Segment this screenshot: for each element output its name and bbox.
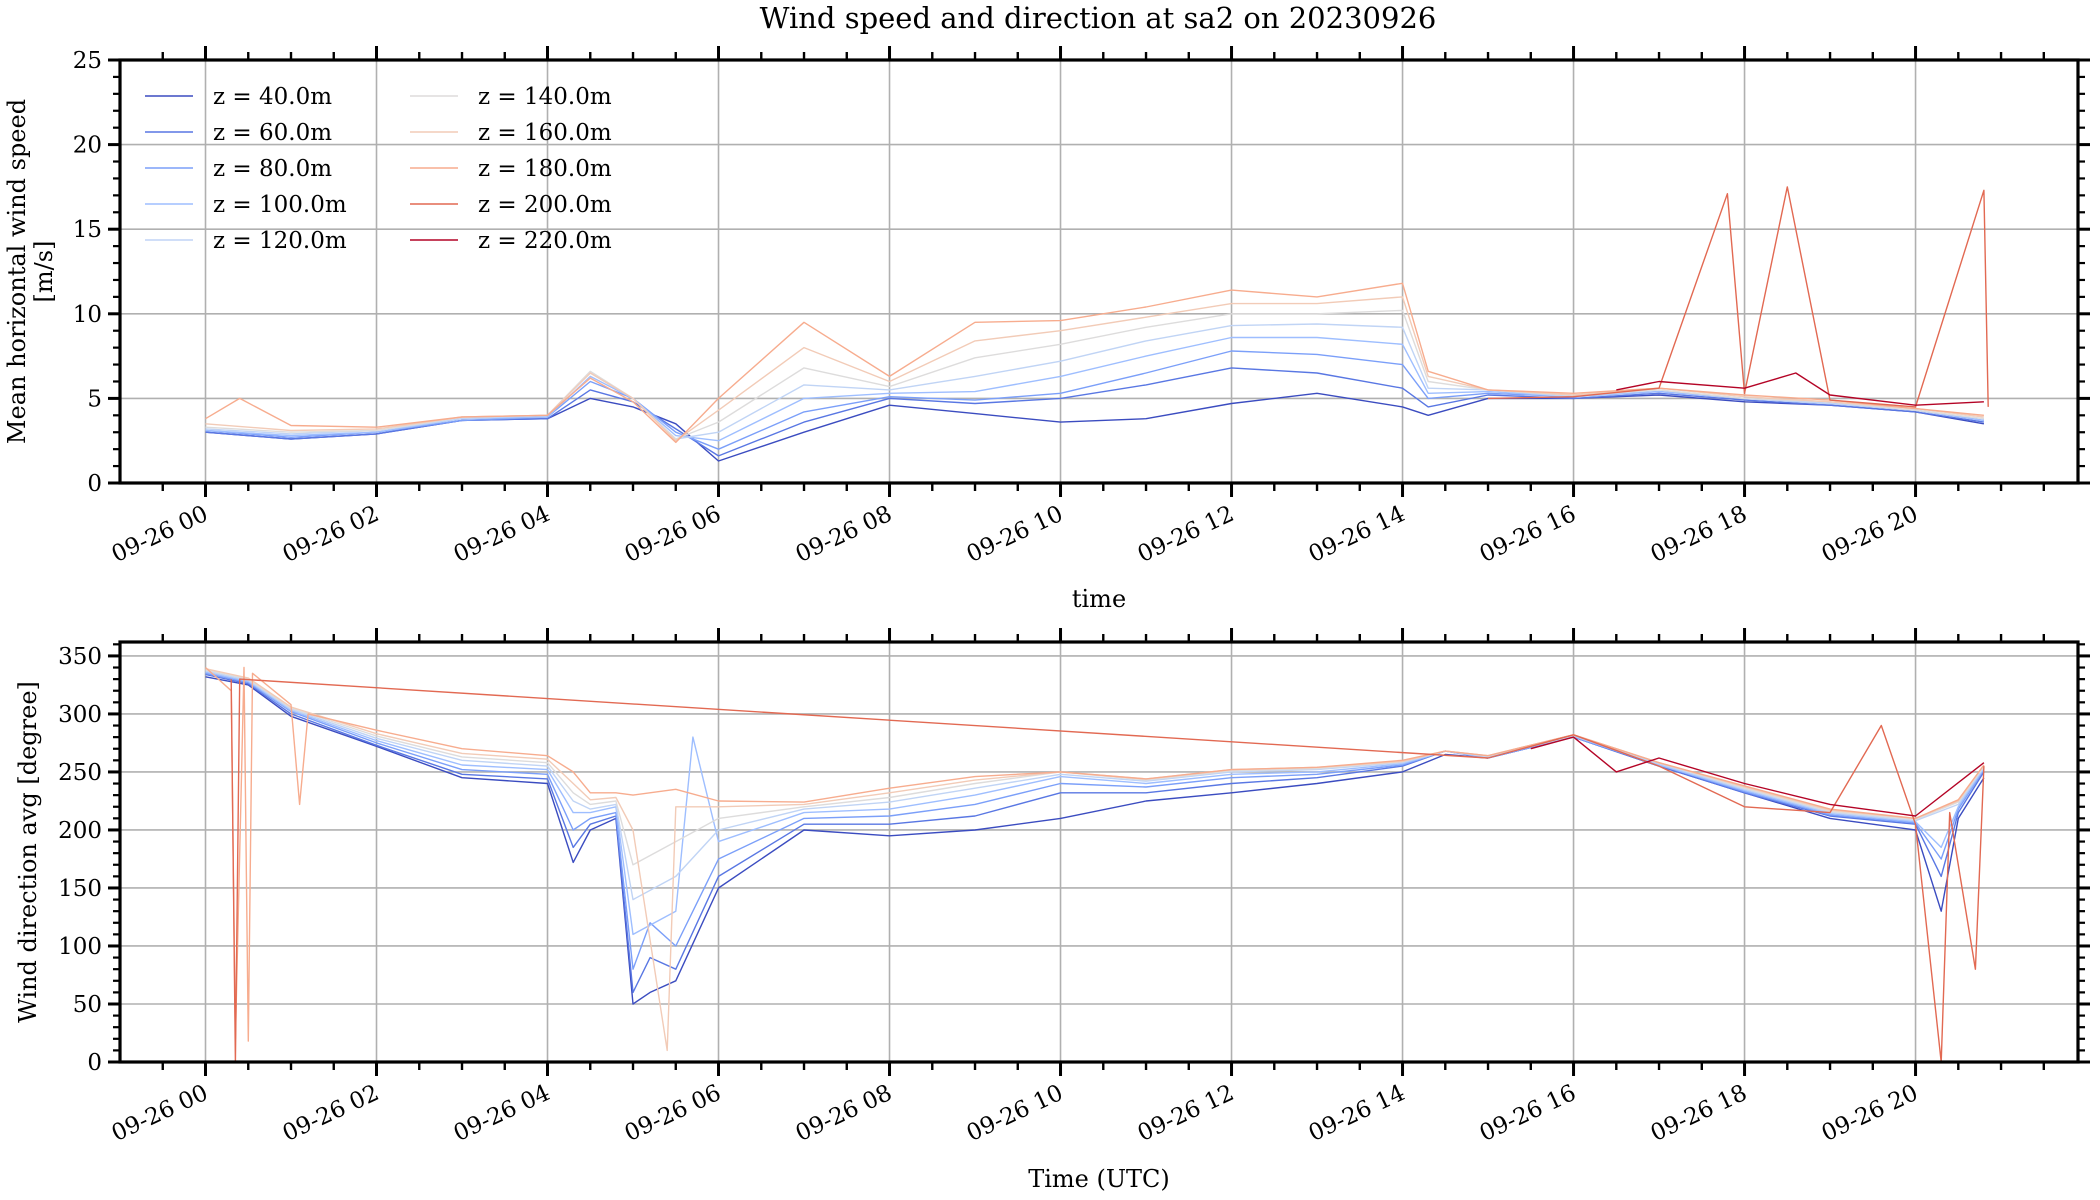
x-tick-label: 09-26 08	[792, 1080, 896, 1147]
x-tick-label: 09-26 02	[279, 501, 383, 568]
x-axis-label: time	[1072, 585, 1126, 613]
y-tick-label: 0	[87, 471, 102, 497]
legend-entry: z = 220.0m	[478, 228, 612, 254]
y-tick-label: 5	[87, 386, 102, 412]
series-line-600m	[205, 367, 1985, 457]
series-line-1000m	[205, 336, 1985, 442]
wind-speed-chart: 09-26 00 09-26 02 09-26 04 09-26 06 09-26 08…	[3, 46, 2090, 613]
series-line-400m	[205, 392, 1985, 462]
y-tick-label: 100	[58, 934, 102, 960]
series-line-2200m	[1530, 736, 1985, 817]
x-tick-label: 09-26 00	[108, 501, 212, 568]
legend-entry: z = 100.0m	[213, 192, 347, 218]
legend-entry: z = 200.0m	[478, 192, 612, 218]
y-tick-label: 20	[73, 133, 102, 159]
wind-direction-chart: 09-26 00 09-26 02 09-26 04 09-26 06 09-26 08…	[14, 628, 2090, 1193]
series-line-800m	[205, 672, 1985, 970]
y-tick-label: 350	[58, 644, 102, 670]
x-tick-label: 09-26 08	[792, 501, 896, 568]
y-tick-label: 10	[73, 302, 102, 328]
legend-entry: z = 60.0m	[213, 120, 332, 146]
x-tick-label: 09-26 16	[1476, 1080, 1580, 1147]
x-tick-label: 09-26 04	[450, 501, 554, 568]
legend-entry: z = 80.0m	[213, 156, 332, 182]
series-line-2000m	[230, 678, 1985, 1063]
x-tick-label: 09-26 16	[1476, 501, 1580, 568]
y-tick-label: 15	[73, 217, 102, 243]
x-tick-label: 09-26 20	[1818, 501, 1922, 568]
series-line-400m	[205, 676, 1985, 1005]
x-tick-label: 09-26 06	[621, 1080, 725, 1147]
plot-frame	[118, 640, 2080, 1064]
y-tick-label: 0	[87, 1050, 102, 1076]
y-axis-label-line: Mean horizontal wind speed	[3, 99, 31, 444]
y-tick-label: 250	[58, 760, 102, 786]
x-tick-label: 09-26 00	[108, 1080, 212, 1147]
legend-entry: z = 140.0m	[478, 84, 612, 110]
x-tick-label: 09-26 12	[1134, 501, 1238, 568]
y-axis-label: Wind direction avg [degree]	[14, 681, 42, 1023]
x-tick-label: 09-26 10	[963, 501, 1067, 568]
x-axis-label: Time (UTC)	[1028, 1165, 1170, 1193]
y-tick-label: 25	[73, 48, 102, 74]
series-line-2200m	[1616, 372, 1984, 406]
y-axis-label-line: [m/s]	[30, 241, 58, 303]
x-tick-label: 09-26 18	[1647, 1080, 1751, 1147]
y-axis-label: Mean horizontal wind speed[m/s]	[3, 99, 58, 444]
x-tick-label: 09-26 20	[1818, 1080, 1922, 1147]
legend-entry: z = 120.0m	[213, 228, 347, 254]
series-line-2000m	[1487, 186, 1989, 408]
x-tick-label: 09-26 18	[1647, 501, 1751, 568]
figure-title: Wind speed and direction at sa2 on 20230…	[760, 1, 1437, 35]
y-tick-label: 300	[58, 702, 102, 728]
legend-entry: z = 40.0m	[213, 84, 332, 110]
series-line-1200m	[205, 670, 1985, 901]
x-tick-label: 09-26 12	[1134, 1080, 1238, 1147]
y-tick-label: 200	[58, 818, 102, 844]
series-line-1800m	[205, 666, 1985, 1042]
x-tick-label: 09-26 14	[1305, 501, 1409, 568]
series-line-1200m	[205, 323, 1984, 440]
x-tick-label: 09-26 02	[279, 1080, 383, 1147]
series-line-1600m	[205, 668, 1985, 1052]
series-line-600m	[205, 673, 1985, 994]
series-line-1400m	[205, 669, 1985, 866]
x-tick-label: 09-26 04	[450, 1080, 554, 1147]
x-tick-label: 09-26 10	[963, 1080, 1067, 1147]
plot-frame	[118, 58, 2080, 485]
legend-entry: z = 160.0m	[478, 120, 612, 146]
legend-entry: z = 180.0m	[478, 156, 612, 182]
y-tick-label: 50	[73, 992, 102, 1018]
x-tick-label: 09-26 06	[621, 501, 725, 568]
x-tick-label: 09-26 14	[1305, 1080, 1409, 1147]
y-tick-label: 150	[58, 876, 102, 902]
series-line-1000m	[205, 671, 1985, 936]
